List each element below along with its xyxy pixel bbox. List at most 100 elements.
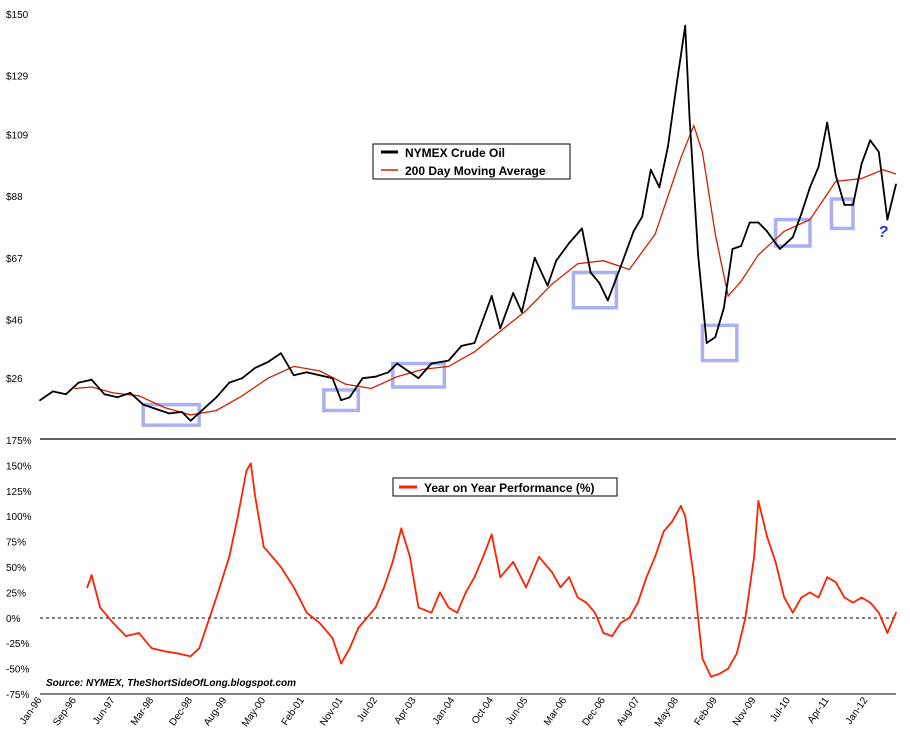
- x-tick-label: Jul-10: [768, 695, 793, 724]
- highlight-box: [390, 361, 447, 389]
- crude-data-point: [39, 399, 41, 402]
- x-tick-label: Feb-09: [693, 695, 720, 728]
- crude-data-point: [348, 396, 351, 399]
- crude-data-point: [254, 367, 256, 369]
- crude-data-point: [598, 281, 601, 284]
- crude-data-point: [168, 412, 170, 415]
- yoy-data-point: [680, 505, 682, 507]
- yoy-data-point: [86, 586, 89, 589]
- bottom-y-tick-label: 100%: [6, 512, 32, 523]
- crude-data-point: [766, 230, 768, 233]
- yoy-data-point: [593, 611, 596, 614]
- crude-data-point: [241, 377, 244, 380]
- yoy-data-point: [654, 555, 657, 558]
- crude-data-point: [189, 419, 192, 422]
- crude-data-point: [292, 374, 295, 377]
- x-tick-label: Aug-99: [202, 695, 230, 728]
- crude-data-point: [555, 259, 558, 262]
- x-tick-label: Nov-09: [731, 695, 759, 728]
- yoy-data-point: [550, 571, 553, 573]
- crude-data-point: [546, 284, 549, 287]
- yoy-data-point: [417, 606, 420, 609]
- crude-data-point: [374, 375, 377, 378]
- yoy-data-point: [809, 591, 811, 594]
- yoy-data-point: [348, 647, 351, 650]
- yoy-data-point: [482, 555, 484, 558]
- yoy-data-point: [791, 611, 794, 614]
- crude-data-point: [675, 83, 678, 86]
- crude-data-point: [606, 299, 609, 302]
- bottom-y-tick-label: 25%: [6, 588, 26, 599]
- crude-data-point: [279, 352, 282, 355]
- yoy-data-point: [125, 635, 127, 637]
- yoy-data-point: [112, 621, 115, 624]
- crude-data-point: [52, 390, 54, 393]
- x-tick-label: Aug-07: [615, 695, 643, 728]
- crude-data-point: [202, 408, 205, 410]
- highlight-box: [829, 197, 855, 231]
- yoy-data-point: [860, 596, 863, 599]
- crude-data-point: [512, 292, 515, 294]
- crude-data-point: [641, 215, 644, 218]
- x-tick-label: Apr-11: [806, 695, 832, 726]
- yoy-data-point: [783, 596, 786, 599]
- x-tick-label: Oct-04: [470, 695, 496, 726]
- yoy-data-point: [744, 616, 747, 619]
- crude-data-point: [490, 295, 493, 297]
- yoy-data-point: [602, 632, 605, 634]
- yoy-data-point: [701, 657, 704, 660]
- crude-data-point: [499, 327, 502, 330]
- yoy-data-point: [150, 647, 153, 650]
- yoy-data-point: [568, 576, 570, 579]
- x-tick-label: Mar-98: [129, 695, 156, 728]
- crude-data-point: [482, 318, 484, 321]
- crude-data-point: [568, 242, 570, 244]
- yoy-data-point: [800, 596, 803, 599]
- yoy-data-point: [817, 596, 820, 599]
- yoy-data-point: [254, 494, 256, 497]
- crude-data-point: [447, 359, 450, 362]
- crude-data-point: [155, 408, 158, 410]
- yoy-data-point: [692, 576, 695, 579]
- crude-data-point: [740, 245, 743, 247]
- top-y-tick-label: $67: [6, 254, 23, 265]
- crude-data-point: [834, 174, 837, 177]
- crude-legend-label: NYMEX Crude Oil: [405, 146, 505, 160]
- crude-data-point: [533, 256, 536, 259]
- crude-data-point: [361, 377, 364, 380]
- crude-data-point: [460, 344, 463, 347]
- crude-data-point: [396, 362, 398, 365]
- yoy-data-point: [774, 561, 777, 563]
- yoy-data-point: [645, 576, 648, 579]
- crude-data-point: [430, 362, 433, 365]
- bottom-plot-area: [86, 462, 897, 678]
- source-note: Source: NYMEX, TheShortSideOfLong.blogsp…: [46, 678, 296, 689]
- yoy-data-point: [331, 637, 334, 640]
- bottom-y-axis: 175% 150% 125% 100% 75% 50% 25% 0% -25% -50% -75%: [6, 436, 32, 701]
- crude-data-point: [267, 361, 269, 363]
- crude-data-point: [731, 248, 734, 250]
- x-tick-label: Jul-02: [355, 695, 380, 724]
- ma-series-line: [74, 123, 897, 416]
- crude-data-point: [649, 168, 652, 171]
- yoy-data-point: [90, 574, 93, 577]
- crude-data-point: [142, 403, 145, 406]
- yoy-data-point: [490, 533, 493, 536]
- yoy-data-point: [877, 611, 880, 614]
- yoy-data-point: [249, 462, 252, 465]
- crude-data-point: [826, 121, 829, 124]
- x-tick-label: Jan-04: [431, 695, 458, 727]
- yoy-data-point: [357, 627, 360, 629]
- yoy-data-point: [430, 611, 433, 614]
- crude-data-point: [331, 377, 334, 380]
- crude-data-point: [705, 342, 708, 344]
- yoy-data-point: [499, 576, 502, 579]
- top-legend: NYMEX Crude Oil 200 Day Moving Average: [372, 143, 571, 180]
- yoy-data-point: [628, 616, 631, 619]
- x-tick-label: Jun-97: [91, 695, 118, 727]
- x-tick-label: May-00: [240, 695, 268, 729]
- yoy-data-point: [525, 586, 527, 589]
- crude-data-point: [684, 24, 687, 27]
- yoy-data-point: [710, 675, 712, 678]
- crude-data-point: [129, 391, 132, 394]
